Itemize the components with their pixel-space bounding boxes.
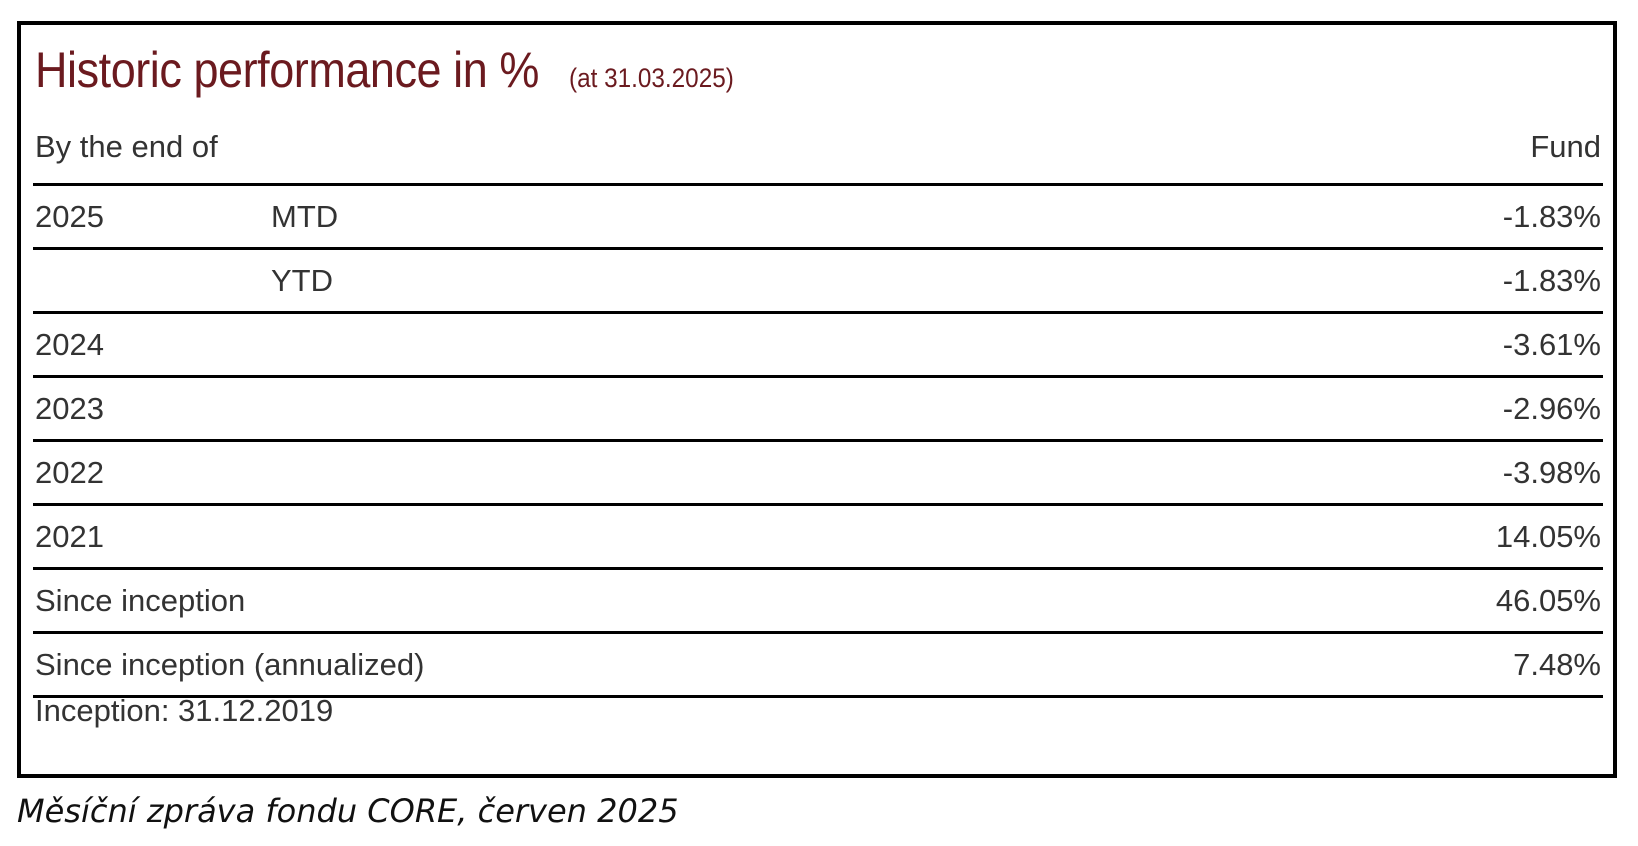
row-value: -1.83% (1502, 198, 1601, 234)
performance-table: By the end of Fund 2025 MTD -1.83% YTD -… (33, 118, 1603, 698)
row-value: -3.61% (1502, 326, 1601, 362)
row-year: 2023 (35, 390, 104, 426)
row-year: Since inception (35, 582, 246, 618)
title-date: (at 31.03.2025) (569, 63, 735, 93)
row-year: Since inception (annualized) (35, 646, 425, 682)
row-value: 7.48% (1513, 646, 1601, 682)
row-value: -1.83% (1502, 262, 1601, 298)
table-row: 2022 -3.98% (33, 442, 1603, 506)
table-header: By the end of Fund (33, 118, 1603, 186)
table-row: Since inception 46.05% (33, 570, 1603, 634)
performance-panel: Historic performance in % (at 31.03.2025… (17, 21, 1617, 778)
panel-title: Historic performance in % (at 31.03.2025… (35, 41, 753, 111)
table-row: 2024 -3.61% (33, 314, 1603, 378)
title-main: Historic performance in % (35, 42, 539, 98)
row-year: 2021 (35, 518, 104, 554)
table-row: 2021 14.05% (33, 506, 1603, 570)
row-year: 2024 (35, 326, 104, 362)
row-value: 46.05% (1495, 582, 1601, 618)
table-row: 2025 MTD -1.83% (33, 186, 1603, 250)
row-value: 14.05% (1495, 518, 1601, 554)
inception-note: Inception: 31.12.2019 (35, 693, 334, 728)
table-row: 2023 -2.96% (33, 378, 1603, 442)
header-fund: Fund (1530, 128, 1601, 164)
report-caption: Měsíční zpráva fondu CORE, červen 2025 (17, 792, 679, 830)
table-row: Since inception (annualized) 7.48% (33, 634, 1603, 698)
row-period: MTD (271, 198, 339, 234)
row-year: 2022 (35, 454, 104, 490)
header-by-end-of: By the end of (35, 128, 218, 164)
table-row: YTD -1.83% (33, 250, 1603, 314)
row-year: 2025 (35, 198, 104, 234)
row-value: -2.96% (1502, 390, 1601, 426)
row-value: -3.98% (1502, 454, 1601, 490)
row-period: YTD (271, 262, 333, 298)
